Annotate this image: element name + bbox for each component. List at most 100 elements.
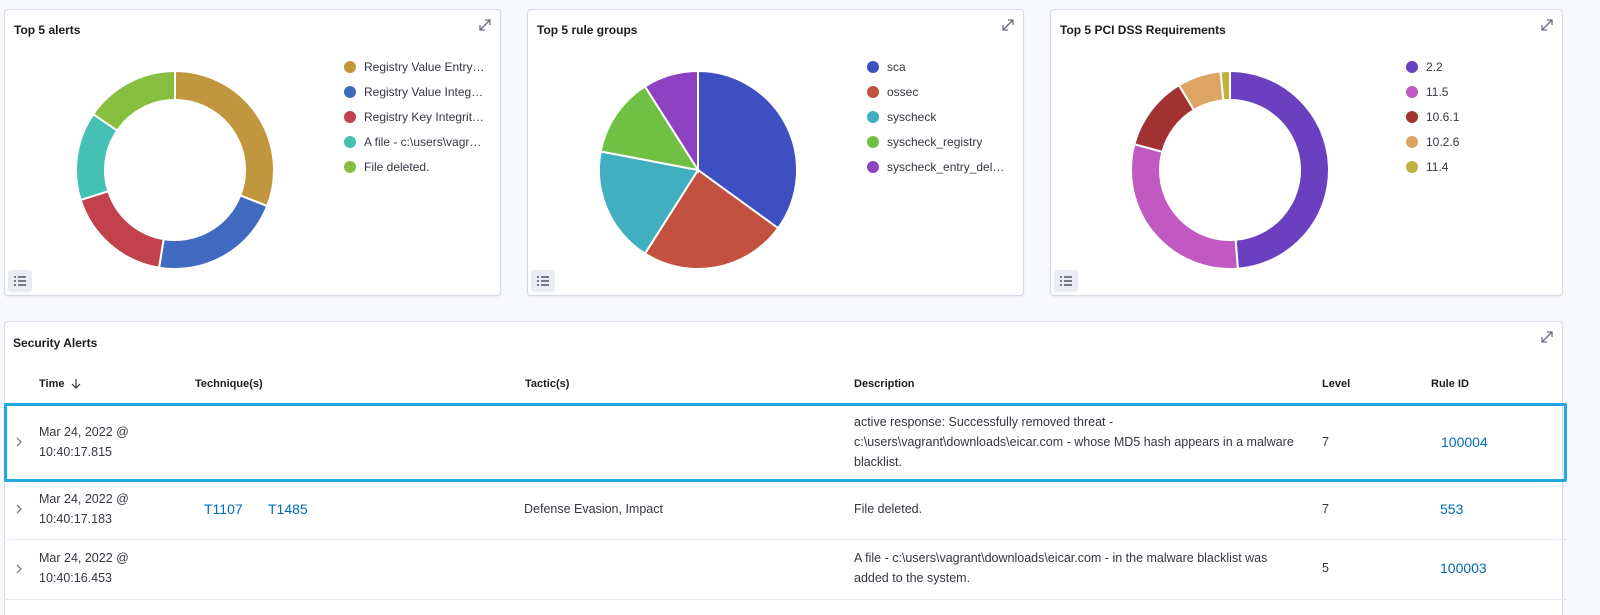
time-clock: 10:40:17.815 — [39, 445, 112, 459]
alerts-legend: Registry Value Entry… Registry Value Inte… — [344, 54, 496, 179]
column-header-label: Time — [39, 378, 65, 390]
column-header-tactic[interactable]: Tactic(s) — [525, 378, 570, 390]
panel-top-rule-groups: Top 5 rule groups sca ossec syscheck sysche… — [527, 9, 1024, 296]
description-cell: A file - c:\users\vagrant\downloads\eica… — [854, 551, 1268, 585]
chart-slice[interactable] — [1229, 69, 1330, 270]
panel-top-alerts: Top 5 alerts Registry Value Entry… Regist… — [4, 9, 501, 296]
legend-toggle-button[interactable] — [8, 270, 32, 292]
chart-slice[interactable] — [599, 85, 701, 172]
expand-icon[interactable] — [999, 16, 1017, 34]
column-header-technique[interactable]: Technique(s) — [195, 378, 263, 390]
rule-groups-pie-chart — [598, 69, 798, 270]
table-row[interactable]: Mar 24, 2022 @ 10:40:17.183 T1107 T1485 … — [4, 482, 1567, 540]
rule-id-link[interactable]: 553 — [1440, 501, 1464, 517]
legend-item[interactable]: Registry Key Integrit… — [344, 104, 496, 129]
chevron-right-icon[interactable] — [13, 503, 25, 515]
legend-color-dot — [1406, 85, 1418, 98]
legend-item[interactable]: sca — [867, 54, 1019, 79]
description-cell: active response: Successfully removed th… — [854, 415, 1294, 469]
legend-toggle-button[interactable] — [531, 270, 555, 292]
list-icon — [537, 276, 549, 286]
legend-label: File deleted. — [364, 159, 430, 174]
chart-slice[interactable] — [643, 69, 699, 174]
chart-slice[interactable] — [174, 69, 275, 208]
legend-item[interactable]: syscheck_entry_del… — [867, 154, 1019, 179]
legend-color-dot — [1406, 60, 1418, 73]
panel-title: Top 5 PCI DSS Requirements — [1060, 23, 1226, 37]
time-clock: 10:40:16.453 — [39, 571, 112, 585]
rule-id-link[interactable]: 100003 — [1440, 560, 1487, 576]
time-date: Mar 24, 2022 @ — [39, 551, 129, 565]
description-cell: File deleted. — [854, 502, 923, 516]
expand-icon[interactable] — [476, 16, 494, 34]
chart-slice[interactable] — [643, 168, 780, 270]
column-header-description[interactable]: Description — [854, 378, 915, 390]
chart-slice[interactable] — [598, 150, 700, 255]
column-header-level[interactable]: Level — [1322, 378, 1351, 390]
legend-color-dot — [1406, 160, 1418, 173]
technique-link[interactable]: T1107 — [204, 501, 243, 517]
legend-item[interactable]: Registry Value Integ… — [344, 79, 496, 104]
legend-label: ossec — [887, 84, 919, 99]
technique-link[interactable]: T1485 — [268, 501, 308, 517]
legend-item[interactable]: File deleted. — [344, 154, 496, 179]
legend-label: 11.5 — [1426, 84, 1449, 99]
expand-icon[interactable] — [1538, 328, 1556, 346]
legend-label: syscheck — [887, 109, 937, 124]
legend-item[interactable]: 10.6.1 — [1406, 104, 1558, 129]
tactic-cell: Defense Evasion, Impact — [524, 502, 663, 516]
time-clock: 10:40:17.183 — [39, 512, 112, 526]
legend-item[interactable]: syscheck — [867, 104, 1019, 129]
legend-label: sca — [887, 59, 906, 74]
legend-color-dot — [344, 160, 356, 173]
chevron-right-icon[interactable] — [13, 563, 25, 575]
legend-label: 10.2.6 — [1426, 134, 1460, 149]
pci-dss-donut-chart — [1130, 69, 1330, 270]
legend-color-dot — [867, 110, 879, 123]
time-date: Mar 24, 2022 @ — [39, 425, 129, 439]
level-cell: 7 — [1322, 502, 1329, 516]
chart-slice[interactable] — [91, 69, 176, 132]
legend-item[interactable]: syscheck_registry — [867, 129, 1019, 154]
level-cell: 7 — [1322, 435, 1329, 449]
chart-slice[interactable] — [79, 189, 165, 269]
chevron-right-icon[interactable] — [13, 436, 25, 448]
chart-slice[interactable] — [1130, 143, 1239, 270]
legend-label: 10.6.1 — [1426, 109, 1460, 124]
chart-slice[interactable] — [157, 194, 269, 270]
table-row[interactable]: Mar 24, 2022 @ 10:40:17.815 active respo… — [4, 403, 1567, 482]
legend-label: Registry Value Entry… — [364, 59, 485, 74]
legend-toggle-button[interactable] — [1054, 270, 1078, 292]
legend-color-dot — [867, 85, 879, 98]
chart-slice[interactable] — [697, 69, 798, 230]
panel-title: Top 5 rule groups — [537, 23, 638, 37]
list-icon — [1060, 276, 1072, 286]
legend-label: syscheck_entry_del… — [887, 159, 1005, 174]
table-row[interactable]: Mar 24, 2022 @ 10:40:16.453 A file - c:\… — [4, 540, 1567, 600]
panel-top-pci-dss: Top 5 PCI DSS Requirements 2.2 11.5 10.6.1… — [1050, 9, 1563, 296]
expand-icon[interactable] — [1538, 16, 1556, 34]
legend-color-dot — [344, 110, 356, 123]
panel-title: Top 5 alerts — [14, 23, 81, 37]
legend-item[interactable]: 11.4 — [1406, 154, 1558, 179]
column-header-rule-id[interactable]: Rule ID — [1431, 378, 1469, 390]
rule-id-link[interactable]: 100004 — [1441, 434, 1488, 450]
legend-item[interactable]: A file - c:\users\vagr… — [344, 129, 496, 154]
column-header-time[interactable]: Time — [39, 378, 82, 390]
legend-label: Registry Key Integrit… — [364, 109, 485, 124]
legend-item[interactable]: ossec — [867, 79, 1019, 104]
time-cell: Mar 24, 2022 @ 10:40:17.815 — [39, 422, 129, 462]
chart-slice[interactable] — [1219, 69, 1231, 102]
legend-label: A file - c:\users\vagr… — [364, 134, 482, 149]
legend-item[interactable]: Registry Value Entry… — [344, 54, 496, 79]
panel-security-alerts: Security Alerts — [4, 321, 1563, 615]
alerts-donut-chart — [75, 69, 275, 270]
sort-descending-icon — [72, 379, 81, 389]
legend-item[interactable]: 10.2.6 — [1406, 129, 1558, 154]
legend-item[interactable]: 11.5 — [1406, 79, 1558, 104]
time-cell: Mar 24, 2022 @ 10:40:16.453 — [39, 548, 129, 588]
legend-color-dot — [867, 135, 879, 148]
legend-item[interactable]: 2.2 — [1406, 54, 1558, 79]
time-cell: Mar 24, 2022 @ 10:40:17.183 — [39, 489, 129, 529]
